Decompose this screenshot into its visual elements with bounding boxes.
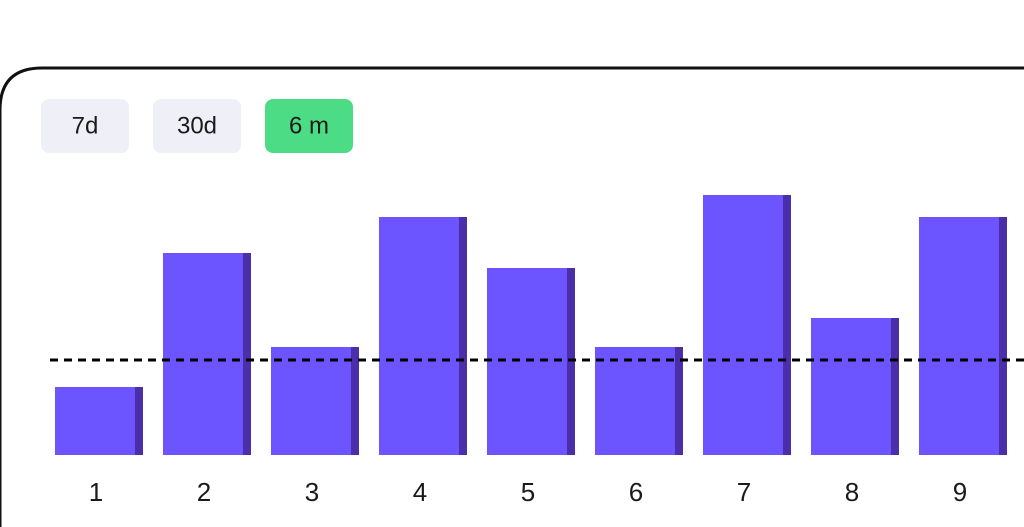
bar xyxy=(271,347,351,455)
x-tick-label: 2 xyxy=(197,477,211,507)
x-tick-label: 6 xyxy=(629,477,643,507)
range-tab[interactable] xyxy=(153,99,241,153)
x-tick-label: 7 xyxy=(737,477,751,507)
bar-shade xyxy=(135,387,143,455)
x-tick-label: 5 xyxy=(521,477,535,507)
range-tab[interactable] xyxy=(41,99,129,153)
bar xyxy=(55,387,135,455)
bar xyxy=(811,318,891,455)
bar xyxy=(919,217,999,455)
bar-shade xyxy=(459,217,467,455)
bar-shade xyxy=(783,195,791,455)
range-tab-label[interactable]: 30d xyxy=(177,112,217,139)
bar-shade xyxy=(999,217,1007,455)
x-tick-label: 4 xyxy=(413,477,427,507)
bar xyxy=(703,195,783,455)
range-tab[interactable] xyxy=(265,99,353,153)
bar xyxy=(379,217,459,455)
x-tick-label: 1 xyxy=(89,477,103,507)
x-tick-label: 9 xyxy=(953,477,967,507)
range-tab-label[interactable]: 6 m xyxy=(289,112,329,139)
bar xyxy=(595,347,675,455)
bar-shade xyxy=(891,318,899,455)
bar xyxy=(163,253,243,455)
bar-shade xyxy=(351,347,359,455)
x-tick-label: 8 xyxy=(845,477,859,507)
x-tick-label: 3 xyxy=(305,477,319,507)
range-tab-label[interactable]: 7d xyxy=(72,112,99,139)
bar-shade xyxy=(675,347,683,455)
bar-shade xyxy=(243,253,251,455)
